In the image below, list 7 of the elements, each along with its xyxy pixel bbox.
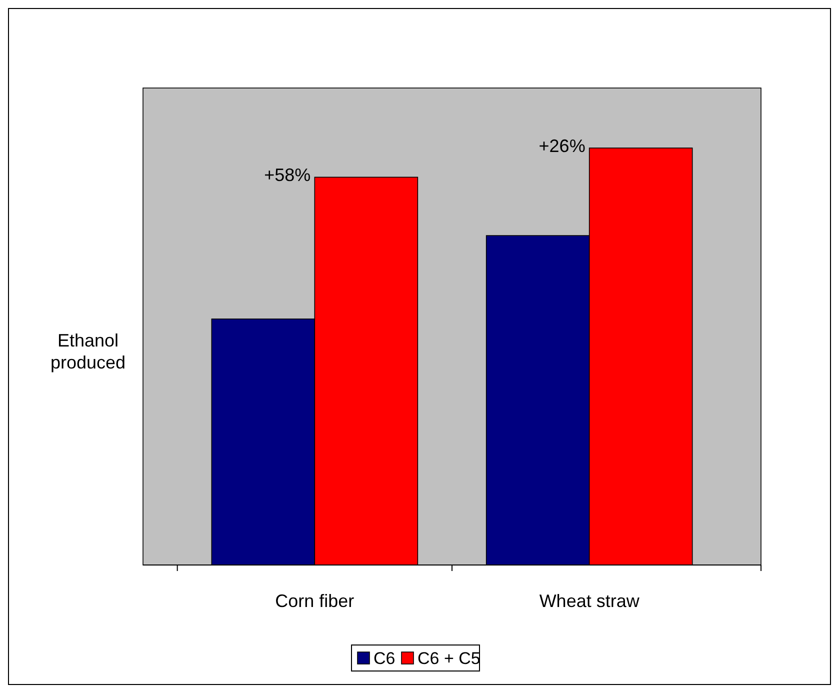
x-tick-label: Wheat straw [539,591,640,611]
legend-label: C6 [374,649,396,668]
x-tick-label: Corn fiber [275,591,354,611]
annotation: +58% [264,165,311,186]
legend-label: C6 + C5 [418,649,480,668]
annotation: +26% [538,136,586,156]
y-axis-title: Ethanol produced [50,330,126,372]
